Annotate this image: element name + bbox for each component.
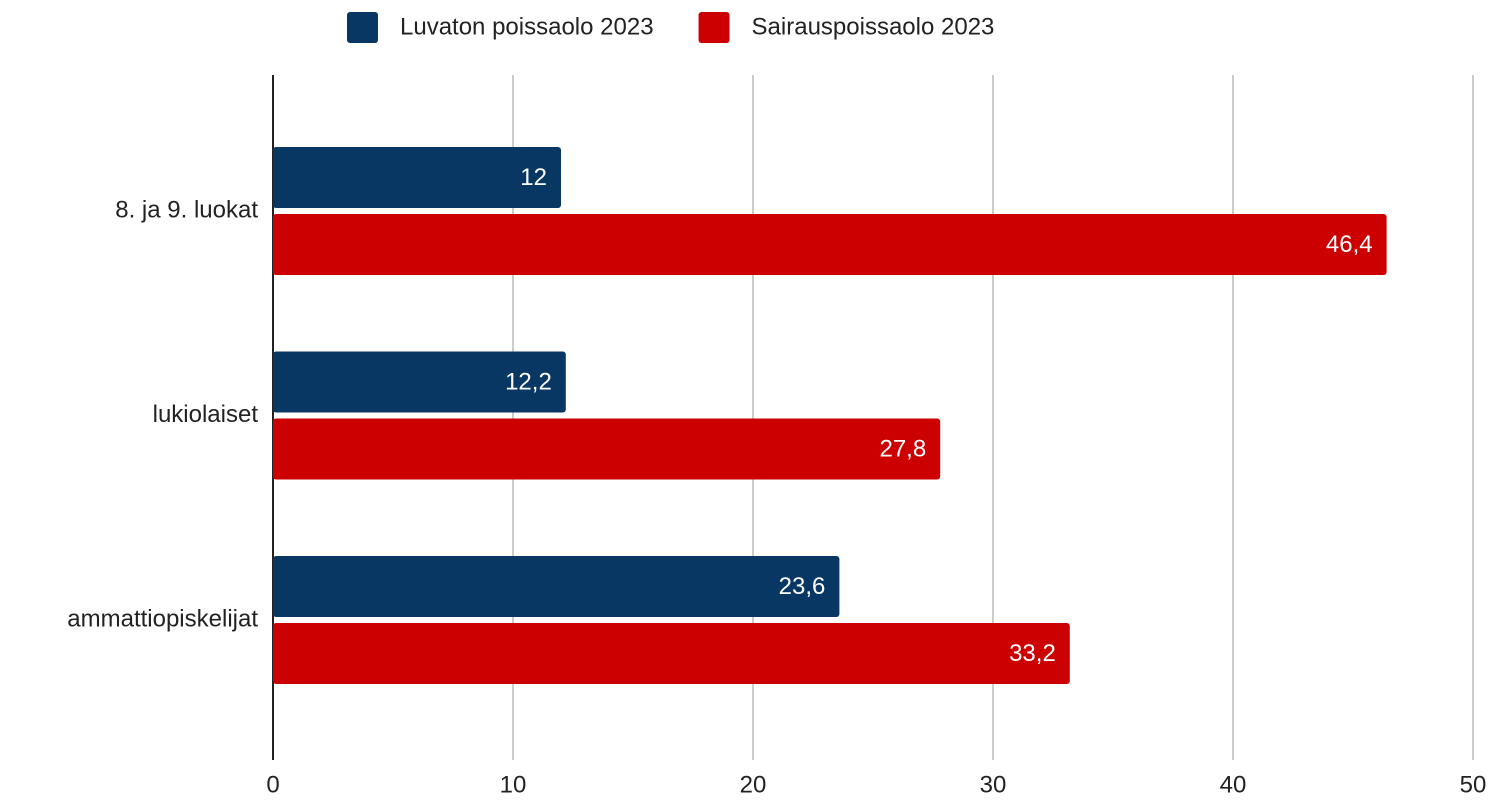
bar (273, 214, 1387, 275)
legend-label: Luvaton poissaolo 2023 (400, 13, 654, 40)
data-label: 27,8 (879, 435, 926, 462)
legend-swatch (698, 12, 730, 43)
legend-swatch (347, 12, 378, 43)
data-label: 12 (520, 164, 547, 191)
data-label: 12,2 (505, 368, 552, 395)
x-tick-label: 20 (740, 771, 767, 798)
legend-label: Sairauspoissaolo 2023 (752, 13, 995, 40)
y-tick-label: 8. ja 9. luokat (115, 196, 258, 223)
y-tick-label: lukiolaiset (153, 401, 259, 428)
bar (273, 418, 941, 480)
data-label: 46,4 (1326, 231, 1373, 258)
x-tick-label: 10 (500, 771, 527, 798)
bar (273, 351, 566, 413)
bar (273, 556, 840, 617)
bar (273, 147, 561, 208)
x-tick-label: 30 (980, 771, 1007, 798)
data-label: 23,6 (779, 573, 826, 600)
x-tick-label: 0 (266, 771, 279, 798)
data-label: 33,2 (1009, 640, 1056, 667)
x-tick-label: 50 (1460, 771, 1487, 798)
y-tick-label: ammattiopiskelijat (67, 605, 258, 632)
x-tick-label: 40 (1220, 771, 1247, 798)
bar (273, 623, 1070, 684)
